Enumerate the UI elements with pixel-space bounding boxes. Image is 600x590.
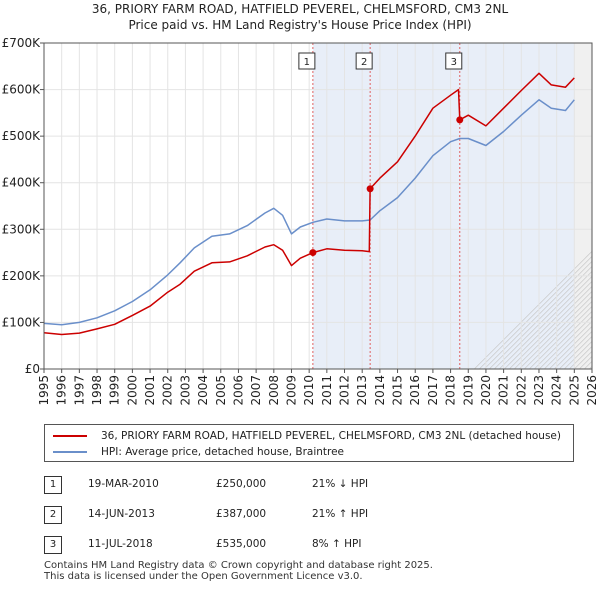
forecast-region [574,43,592,369]
x-tick-label: 1998 [90,375,104,406]
y-tick-label: £600K [2,83,42,97]
legend-swatch-blue [53,451,87,453]
y-tick-label: £700K [2,36,42,50]
footer-copyright: Contains HM Land Registry data © Crown c… [44,560,433,571]
x-tick-label: 2015 [391,375,405,406]
y-tick-label: £500K [2,129,42,143]
x-tick-label: 2009 [284,375,298,406]
sale-price: £387,000 [216,508,267,520]
x-tick-label: 2023 [532,375,546,406]
forecast-hatch [509,277,600,370]
x-tick-label: 2013 [355,375,369,406]
ownership-shade [312,43,371,369]
y-tick-label: £200K [2,269,42,283]
chart-title: 36, PRIORY FARM ROAD, HATFIELD PEVEREL, … [92,2,509,16]
forecast-hatch [479,247,600,370]
x-tick-label: 2001 [143,375,157,406]
x-tick-label: 2010 [302,375,316,406]
legend-label-hpi: HPI: Average price, detached house, Brai… [101,446,345,458]
transaction-label-box [298,52,316,70]
forecast-hatch [534,302,600,370]
transaction-label: 2 [361,57,367,68]
transaction-label: 3 [451,57,457,68]
x-tick-label: 2014 [373,375,387,406]
x-tick-label: 1996 [55,375,69,406]
series-line [43,99,575,326]
forecast-hatch [489,257,600,370]
plot-clip-right [592,42,600,370]
transaction-label: 1 [304,57,310,68]
forecast-hatch [504,272,600,370]
legend: 36, PRIORY FARM ROAD, HATFIELD PEVEREL, … [44,424,574,462]
x-tick-label: 2006 [231,375,245,406]
x-tick-label: 2005 [214,375,228,406]
x-tick-label: 2026 [585,375,599,406]
series-line [43,72,575,336]
forecast-hatch [474,242,600,370]
forecast-hatch [499,267,600,370]
y-tick-label: £100K [2,315,42,329]
chart-subtitle: Price paid vs. HM Land Registry's House … [128,18,471,32]
x-tick-label: 2020 [479,375,493,406]
forecast-hatch [529,297,600,370]
transaction-label-box [445,52,463,70]
x-tick-label: 1997 [72,375,86,406]
forecast-hatch [514,282,600,370]
forecast-hatch [524,292,600,370]
x-tick-label: 1999 [108,375,122,406]
sale-price: £535,000 [216,538,267,550]
x-tick-label: 2022 [514,375,528,406]
sale-hpi-change: 21% ↓ HPI [312,478,369,490]
legend-swatch-red [53,435,87,437]
legend-item-property: 36, PRIORY FARM ROAD, HATFIELD PEVEREL, … [53,429,561,443]
plot-frame [43,42,593,370]
x-tick-label: 2024 [550,375,564,406]
legend-label-property: 36, PRIORY FARM ROAD, HATFIELD PEVEREL, … [101,430,561,442]
sale-hpi-change: 21% ↑ HPI [312,508,369,520]
forecast-hatch [494,262,600,370]
sale-row: 2 14-JUN-2013 £387,000 21% ↑ HPI [44,506,444,524]
sale-price: £250,000 [216,478,267,490]
x-tick-label: 2017 [426,375,440,406]
x-tick-label: 2004 [196,375,210,406]
transaction-marker [366,185,374,193]
x-tick-label: 2012 [338,375,352,406]
sale-row: 1 19-MAR-2010 £250,000 21% ↓ HPI [44,476,444,494]
x-tick-label: 2019 [461,375,475,406]
x-tick-label: 2000 [125,375,139,406]
sale-hpi-change: 8% ↑ HPI [312,538,362,550]
x-tick-label: 1995 [37,375,51,406]
y-tick-label: £0 [25,362,40,376]
y-tick-label: £300K [2,222,42,236]
x-tick-label: 2025 [567,375,581,406]
sale-number: 2 [44,506,62,524]
x-tick-label: 2008 [267,375,281,406]
x-tick-label: 2018 [444,375,458,406]
x-tick-label: 2007 [249,375,263,406]
transaction-label-box [355,52,373,70]
sale-number: 1 [44,476,62,494]
transaction-marker [309,249,317,257]
x-tick-label: 2016 [408,375,422,406]
y-tick-label: £400K [2,176,42,190]
sale-date: 19-MAR-2010 [88,478,159,490]
x-tick-label: 2003 [178,375,192,406]
x-tick-label: 2002 [161,375,175,406]
footer-licence: This data is licensed under the Open Gov… [44,571,363,582]
sale-number: 3 [44,536,62,554]
ownership-shade [459,43,575,369]
legend-item-hpi: HPI: Average price, detached house, Brai… [53,445,344,459]
x-tick-label: 2011 [320,375,334,406]
x-tick-label: 2021 [497,375,511,406]
footer: Contains HM Land Registry data © Crown c… [44,560,433,582]
sale-row: 3 11-JUL-2018 £535,000 8% ↑ HPI [44,536,444,554]
forecast-hatch [519,287,600,370]
sale-date: 11-JUL-2018 [88,538,153,550]
price-chart: 36, PRIORY FARM ROAD, HATFIELD PEVEREL, … [2,2,600,406]
transaction-marker [456,116,464,124]
sale-date: 14-JUN-2013 [88,508,155,520]
